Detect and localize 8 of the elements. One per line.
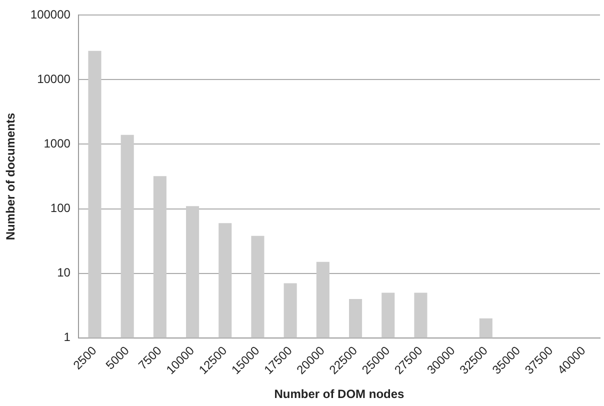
y-tick-label: 100000 <box>30 8 71 22</box>
y-tick-label: 10 <box>57 266 71 280</box>
y-tick-label: 1 <box>64 330 71 344</box>
y-tick-label: 1000 <box>44 136 71 151</box>
y-tick-label: 10000 <box>37 72 71 86</box>
y-tick-label: 100 <box>50 201 71 216</box>
y-axis-title: Number of documents <box>4 112 18 240</box>
x-axis-title: Number of DOM nodes <box>274 387 405 402</box>
